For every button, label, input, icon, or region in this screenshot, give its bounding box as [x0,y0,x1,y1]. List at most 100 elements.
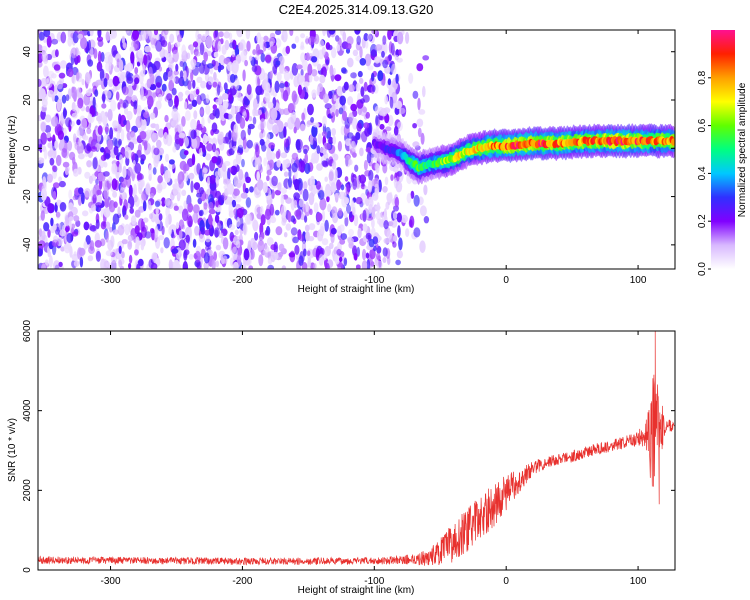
spectrogram-cell [283,138,289,148]
spectrogram-cell [390,174,394,182]
spectrogram-cell [304,162,311,175]
spectrogram-cell [283,171,289,177]
spectrogram-cell [85,73,91,85]
spectrogram-cell [347,132,354,139]
spectrogram-cell [61,94,67,104]
x-tick-label: 0 [503,576,509,587]
spectrogram-ylabel: Frequency (Hz) [7,116,18,185]
spectrogram-cell [59,202,67,212]
snr-ylabel: SNR (10 * v/v) [7,418,18,482]
spectrogram-cell [157,175,163,184]
spectrogram-cell [232,261,239,269]
spectrogram-cell [109,127,114,140]
spectrogram-cell [191,138,198,149]
spectrogram-cell [300,52,306,63]
spectrogram-cell [188,254,194,260]
spectrogram-cell [375,212,382,221]
spectrogram-cell [267,101,274,109]
spectrogram-cell [339,238,346,245]
spectrogram-cell [235,240,241,249]
spectrogram-cell [388,54,392,62]
spectrogram-cell [181,44,186,56]
spectrogram-cell [70,47,78,59]
spectrogram-cell [172,49,179,63]
spectrogram-cell [312,136,318,149]
spectrogram-cell [190,59,197,67]
spectrogram-cell [127,166,133,177]
spectrogram-cell [134,249,139,256]
spectrogram-cell [83,188,91,198]
spectrogram-cell [88,175,93,184]
spectrogram-cell [269,203,275,216]
spectrogram-cell [73,251,77,257]
spectrogram-cell [41,230,46,242]
spectrogram-cell [195,88,200,95]
spectrogram-cell [311,56,318,63]
spectrogram-cell [405,31,410,44]
spectrogram-cell [71,112,78,119]
spectrogram-cell [80,118,88,130]
spectrogram-cell [66,232,74,244]
spectrogram-cell [349,211,353,218]
spectrogram-cell [305,52,310,61]
spectrogram-cell [95,178,99,185]
spectrogram-cell [287,211,292,223]
spectrogram-cell [222,255,228,264]
spectrogram-cell [71,231,79,237]
spectrogram-cell [420,132,425,145]
spectrogram-cell [412,141,420,148]
spectrogram-cell [214,171,219,177]
spectrogram-cell [89,30,94,37]
spectrogram-cell [300,123,306,132]
spectrogram-cell [82,135,89,141]
spectrogram-cell [280,68,287,75]
spectrogram-cell [132,30,140,40]
spectrogram-cell [344,176,349,182]
spectrogram-cell [87,59,94,67]
spectrogram-cell [285,223,292,231]
spectrogram-cell [359,58,367,66]
spectrogram-cell [256,32,262,44]
spectrogram-cell [291,43,297,49]
spectrogram-cell [347,237,354,244]
spectrogram-cell [323,152,329,160]
spectrogram-cell [291,90,297,103]
spectrogram-cell [118,113,122,125]
spectrogram-cell [248,115,253,122]
spectrogram-cell [63,244,69,250]
spectrogram-cell [362,248,367,261]
spectrogram-cell [301,262,308,269]
spectrogram-cell [298,234,304,242]
spectrogram-cell [108,78,114,88]
spectrogram-cell [95,250,101,262]
spectrogram-cell [94,240,102,248]
spectrogram-cell [353,252,358,261]
spectrogram-cell [143,140,148,151]
spectrogram-cell [380,79,386,86]
spectrogram-cell [112,120,119,129]
spectrogram-cell [129,46,135,53]
spectrogram-cell [115,53,122,63]
spectrogram-cell [194,51,201,57]
spectrogram-cell [118,163,123,174]
spectrogram-cell [290,198,295,211]
spectrogram-cell [338,224,345,232]
spectrogram-cell [86,160,92,168]
spectrogram-cell [217,166,224,179]
spectrogram-cell [101,93,106,102]
spectrogram-cell [165,153,169,163]
spectrogram-cell [77,97,84,109]
spectrogram-cell [298,198,305,208]
spectrogram-cell [74,30,79,34]
spectrogram-cell [85,235,91,245]
spectrogram-cell [58,180,66,188]
spectrogram-cell [97,30,102,38]
spectrogram-cell [339,256,343,263]
spectrogram-cell [112,191,118,198]
spectrogram-cell [112,162,117,173]
spectrogram-cell [124,214,129,220]
spectrogram-cell [352,152,357,158]
spectrogram-cell [155,100,162,110]
spectrogram-cell [173,259,180,269]
spectrogram-cell [46,35,52,48]
